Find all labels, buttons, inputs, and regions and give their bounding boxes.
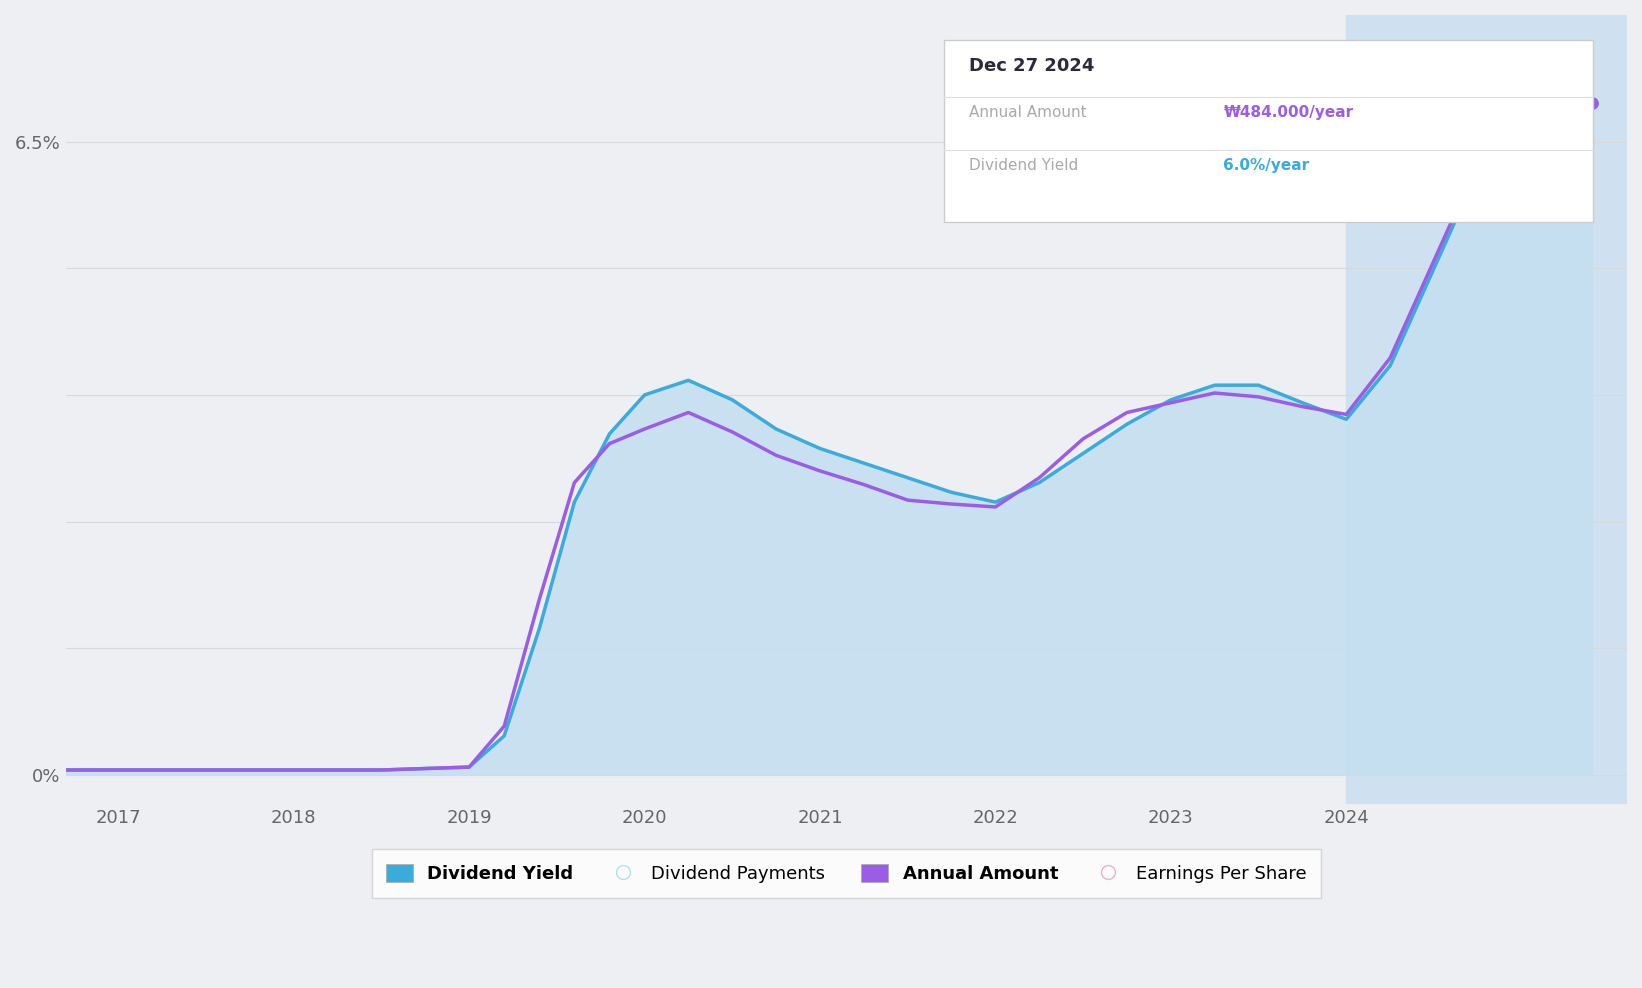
Text: Dividend Yield: Dividend Yield xyxy=(969,158,1079,173)
Bar xyxy=(1346,15,1627,804)
Text: Annual Amount: Annual Amount xyxy=(969,105,1087,120)
Text: 6.0%/year: 6.0%/year xyxy=(1223,158,1309,173)
Text: ₩484.000/year: ₩484.000/year xyxy=(1223,105,1353,120)
Legend: Dividend Yield, Dividend Payments, Annual Amount, Earnings Per Share: Dividend Yield, Dividend Payments, Annua… xyxy=(371,850,1322,898)
Text: Dec 27 2024: Dec 27 2024 xyxy=(969,57,1094,75)
Text: Past: Past xyxy=(1355,93,1389,111)
